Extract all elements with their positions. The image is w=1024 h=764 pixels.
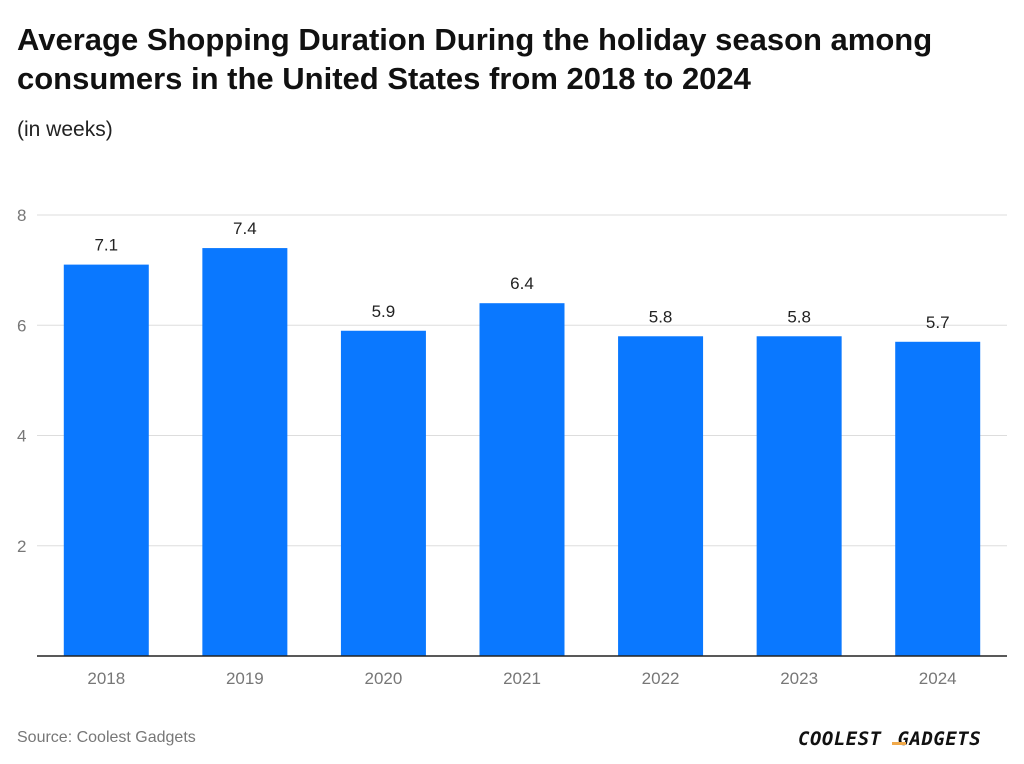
data-label-2021: 6.4 xyxy=(510,274,534,293)
data-label-2023: 5.8 xyxy=(787,307,811,326)
data-label-2020: 5.9 xyxy=(372,302,396,321)
y-axis-ticks: 2 4 6 8 xyxy=(17,206,26,556)
source-note: Source: Coolest Gadgets xyxy=(17,729,196,746)
x-tick-label-2019: 2019 xyxy=(226,669,264,688)
chart-title: Average Shopping Duration During the hol… xyxy=(17,22,933,96)
data-label-2019: 7.4 xyxy=(233,219,257,238)
bar-2018 xyxy=(63,264,149,656)
bars xyxy=(63,248,981,656)
y-tick-label: 8 xyxy=(17,206,26,225)
bar-2019 xyxy=(202,248,288,656)
x-tick-label-2018: 2018 xyxy=(87,669,125,688)
x-axis-ticks: 2018 2019 2020 2021 2022 2023 2024 xyxy=(87,669,956,688)
data-label-2022: 5.8 xyxy=(649,307,673,326)
y-tick-label: 6 xyxy=(17,316,26,335)
x-tick-label-2020: 2020 xyxy=(365,669,403,688)
y-tick-label: 4 xyxy=(17,427,26,446)
data-label-2018: 7.1 xyxy=(94,236,118,255)
y-tick-label: 2 xyxy=(17,537,26,556)
bar-2020 xyxy=(340,330,426,656)
x-tick-label-2021: 2021 xyxy=(503,669,541,688)
coolest-gadgets-logo: COOLEST GADGETS xyxy=(798,728,1010,750)
logo-word-left: COOLEST xyxy=(798,728,882,750)
logo-wordmark: COOLEST GADGETS xyxy=(798,728,981,750)
bar-2021 xyxy=(479,303,565,656)
data-labels: 7.1 7.4 5.9 6.4 5.8 5.8 5.7 xyxy=(94,219,949,332)
bar-2023 xyxy=(756,336,842,656)
x-tick-label-2022: 2022 xyxy=(642,669,680,688)
x-tick-label-2024: 2024 xyxy=(919,669,957,688)
bar-2024 xyxy=(895,341,981,656)
bar-2022 xyxy=(618,336,704,656)
x-tick-label-2023: 2023 xyxy=(780,669,818,688)
logo-word-right: GADGETS xyxy=(897,728,982,750)
chart-subtitle: (in weeks) xyxy=(17,118,113,141)
logo-dash xyxy=(892,742,906,745)
data-label-2024: 5.7 xyxy=(926,313,950,332)
